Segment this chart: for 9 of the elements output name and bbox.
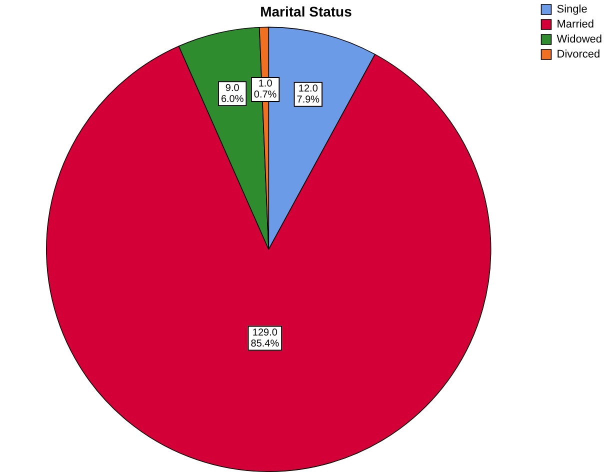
data-label: 12.0 7.9%	[296, 84, 320, 106]
chart-title: Marital Status	[260, 3, 352, 20]
data-label: 129.0 85.4%	[250, 327, 280, 350]
legend-label: Married	[556, 18, 594, 31]
legend-label: Single	[556, 4, 588, 16]
legend-label: Widowed	[556, 34, 602, 46]
data-label: 9.0 6.0%	[220, 82, 244, 105]
legend-label: Divorced	[556, 48, 600, 61]
data-label: 1.0 0.7%	[254, 78, 277, 101]
